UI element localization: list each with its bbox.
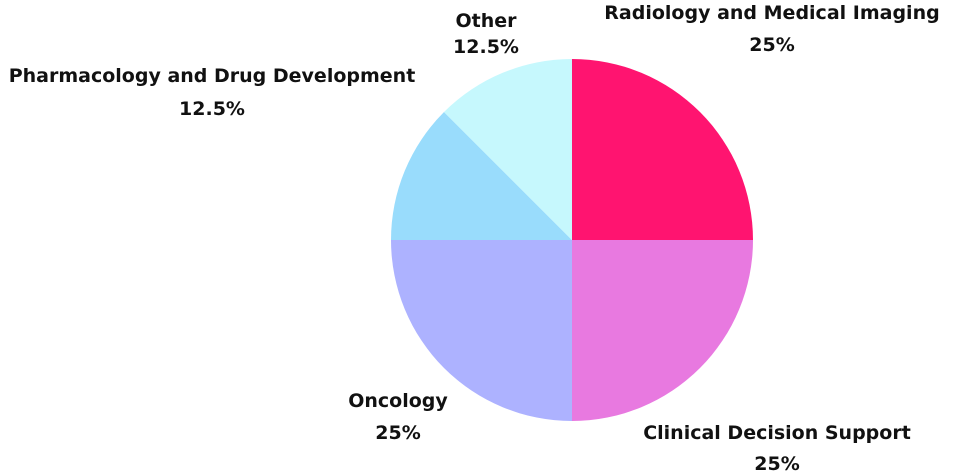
slice-value-label: 25% bbox=[754, 453, 799, 473]
slice-value-label: 25% bbox=[375, 422, 420, 444]
slice-label: Other bbox=[455, 10, 517, 32]
slice-label: Oncology bbox=[348, 390, 448, 412]
pie-slice-radiology-and-medical-imaging bbox=[572, 59, 753, 240]
pie-slice-other bbox=[444, 58, 572, 240]
pie-slice-pharmacology-and-drug-development bbox=[391, 112, 572, 240]
slice-label: Radiology and Medical Imaging bbox=[604, 2, 939, 24]
slice-label: Pharmacology and Drug Development bbox=[9, 65, 416, 87]
slice-value-label: 12.5% bbox=[179, 98, 245, 120]
labels-layer: Radiology and Medical Imaging 25% Clinical… bbox=[9, 2, 940, 473]
slices-layer bbox=[391, 58, 753, 421]
slice-label: Clinical Decision Support bbox=[643, 422, 911, 444]
pie-slice-clinical-decision-support bbox=[572, 240, 753, 421]
slice-value-label: 25% bbox=[749, 34, 794, 56]
pie-slice-oncology bbox=[391, 240, 572, 421]
slice-value-label: 12.5% bbox=[453, 36, 519, 58]
